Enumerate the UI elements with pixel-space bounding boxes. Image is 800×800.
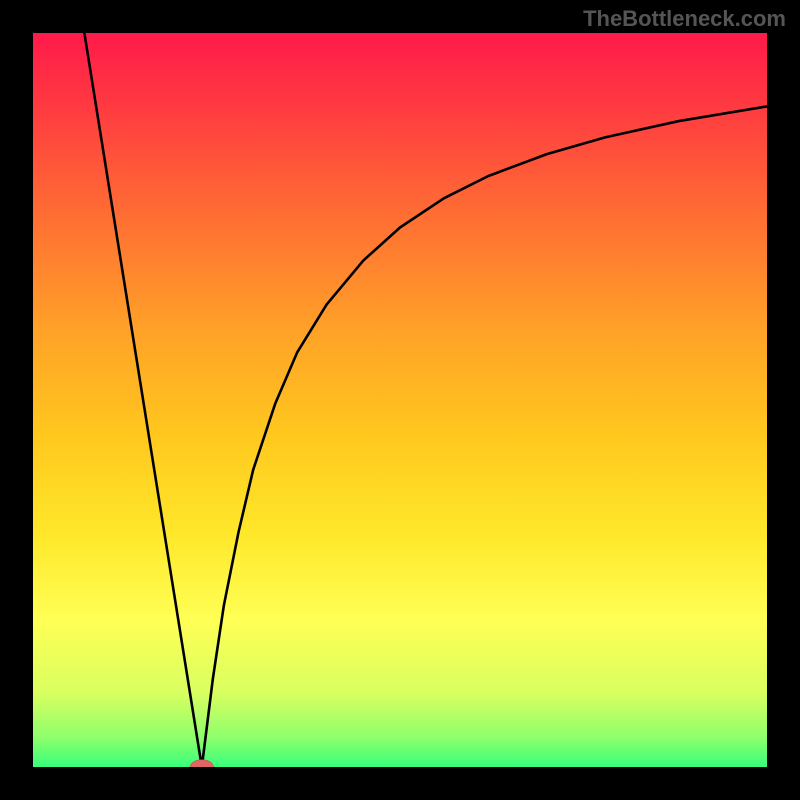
plot-area — [33, 33, 767, 767]
plot-svg — [33, 33, 767, 767]
watermark-text: TheBottleneck.com — [583, 6, 786, 32]
chart-frame: TheBottleneck.com — [0, 0, 800, 800]
